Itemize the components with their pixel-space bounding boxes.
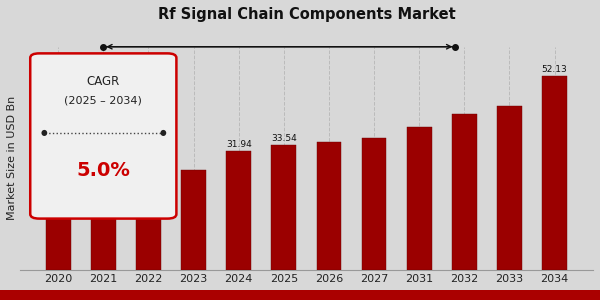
Text: 52.13: 52.13 [542,65,568,74]
Bar [181,170,206,270]
Bar [91,192,116,270]
Bar [271,145,296,270]
Bar [452,114,477,270]
Text: 5.0%: 5.0% [76,161,130,180]
Text: ●: ● [41,128,47,137]
Title: Rf Signal Chain Components Market: Rf Signal Chain Components Market [158,7,455,22]
Bar [362,138,386,270]
Text: (2025 – 2034): (2025 – 2034) [64,95,142,105]
Bar [497,106,522,270]
Bar [136,182,161,270]
Text: ●: ● [159,128,166,137]
Text: 33.54: 33.54 [271,134,297,143]
Text: 31.94: 31.94 [226,140,251,149]
Bar [542,76,567,270]
Text: CAGR: CAGR [86,75,120,88]
Bar [46,197,71,270]
Y-axis label: Market Size in USD Bn: Market Size in USD Bn [7,96,17,220]
Bar [226,151,251,270]
Bar [317,142,341,270]
Bar [407,127,431,270]
